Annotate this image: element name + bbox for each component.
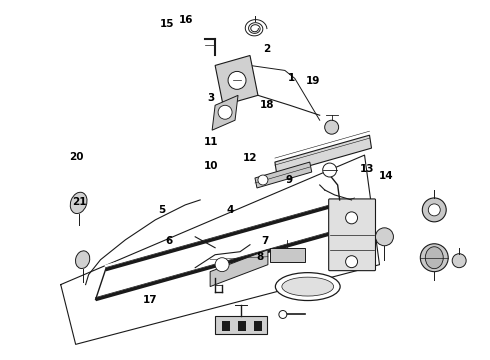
Bar (222, 321, 230, 332)
Text: 12: 12 (243, 153, 257, 163)
Polygon shape (61, 155, 379, 345)
Text: 11: 11 (203, 138, 218, 147)
Circle shape (452, 254, 466, 268)
Circle shape (428, 204, 440, 216)
Text: 5: 5 (158, 206, 166, 216)
Circle shape (323, 163, 337, 177)
Text: 3: 3 (207, 93, 215, 103)
Circle shape (258, 175, 268, 185)
Text: 19: 19 (306, 76, 320, 86)
Circle shape (375, 228, 393, 246)
Text: 1: 1 (288, 73, 295, 83)
Text: 17: 17 (143, 295, 157, 305)
Text: 13: 13 (360, 164, 374, 174)
Text: 15: 15 (160, 19, 174, 29)
Circle shape (345, 256, 358, 268)
Ellipse shape (425, 247, 443, 269)
Circle shape (345, 212, 358, 224)
Text: 2: 2 (263, 44, 270, 54)
Circle shape (228, 71, 246, 89)
Text: 20: 20 (70, 152, 84, 162)
Bar (215, 316, 267, 334)
Text: 4: 4 (227, 206, 234, 216)
Text: 18: 18 (260, 100, 274, 110)
Ellipse shape (70, 192, 87, 213)
Text: 10: 10 (203, 161, 218, 171)
Circle shape (218, 105, 232, 119)
Ellipse shape (275, 273, 340, 301)
Polygon shape (212, 95, 238, 130)
Ellipse shape (282, 277, 334, 296)
Polygon shape (270, 248, 305, 262)
Polygon shape (255, 162, 312, 188)
Polygon shape (275, 135, 371, 175)
Text: 9: 9 (285, 175, 293, 185)
Circle shape (215, 258, 229, 272)
Circle shape (279, 310, 287, 319)
Circle shape (422, 198, 446, 222)
Bar (238, 321, 246, 332)
Polygon shape (210, 250, 268, 287)
Text: 8: 8 (256, 252, 263, 262)
Circle shape (325, 120, 339, 134)
Polygon shape (215, 55, 258, 105)
Text: 7: 7 (261, 236, 268, 246)
Text: 16: 16 (179, 15, 194, 26)
Text: 14: 14 (379, 171, 394, 181)
Ellipse shape (75, 251, 90, 269)
FancyBboxPatch shape (329, 199, 375, 271)
Bar (254, 321, 262, 332)
Text: 21: 21 (72, 197, 86, 207)
Text: 6: 6 (166, 236, 173, 246)
Circle shape (420, 244, 448, 272)
